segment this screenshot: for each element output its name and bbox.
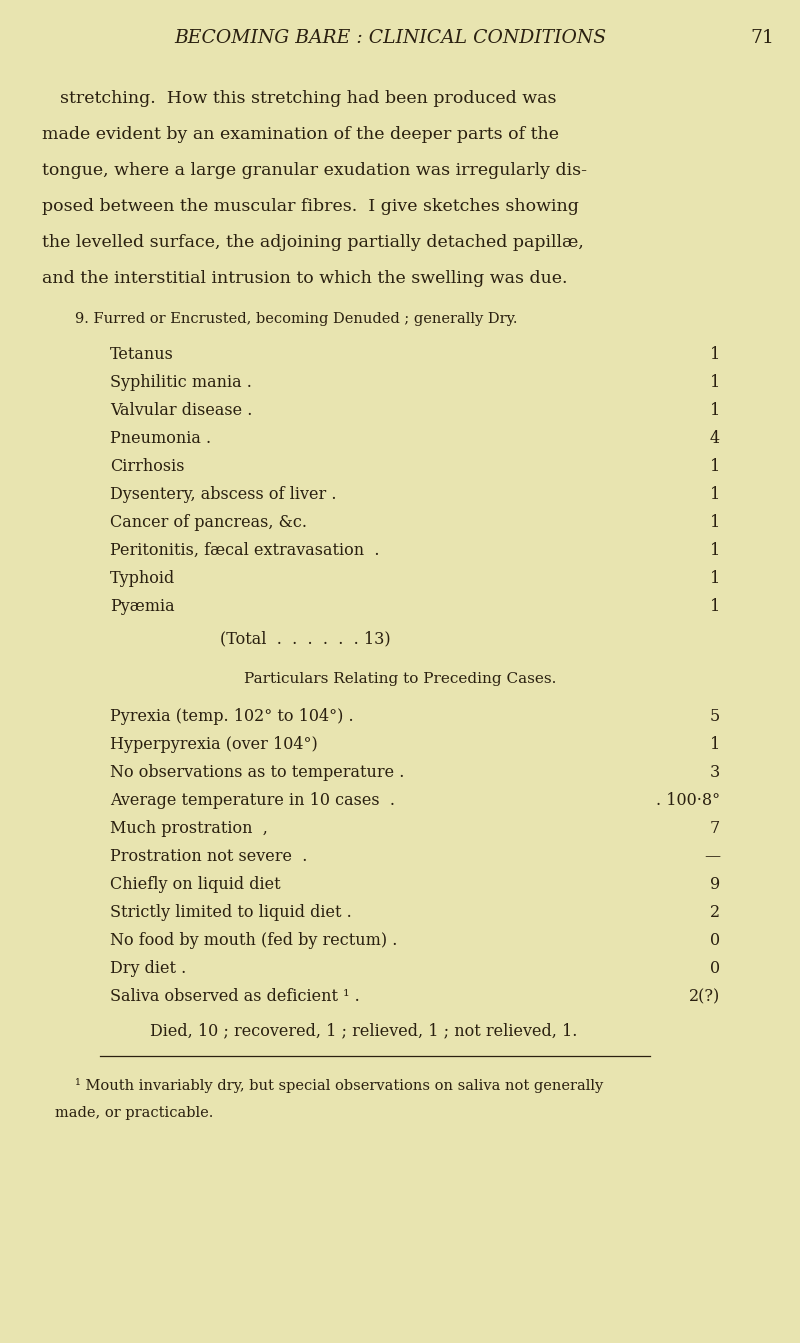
Text: 9. Furred or Encrusted, becoming Denuded ; generally Dry.: 9. Furred or Encrusted, becoming Denuded…	[75, 312, 518, 326]
Text: Saliva observed as deficient ¹ .: Saliva observed as deficient ¹ .	[110, 988, 360, 1005]
Text: 1: 1	[710, 346, 720, 363]
Text: the levelled surface, the adjoining partially detached papillæ,: the levelled surface, the adjoining part…	[42, 234, 584, 251]
Text: Typhoid: Typhoid	[110, 569, 175, 587]
Text: 7: 7	[710, 821, 720, 837]
Text: 0: 0	[710, 960, 720, 976]
Text: Died, 10 ; recovered, 1 ; relieved, 1 ; not relieved, 1.: Died, 10 ; recovered, 1 ; relieved, 1 ; …	[150, 1022, 578, 1039]
Text: Cirrhosis: Cirrhosis	[110, 458, 185, 475]
Text: tongue, where a large granular exudation was irregularly dis-: tongue, where a large granular exudation…	[42, 163, 587, 179]
Text: 1: 1	[710, 543, 720, 559]
Text: Pyæmia: Pyæmia	[110, 598, 174, 615]
Text: Much prostration  ,: Much prostration ,	[110, 821, 268, 837]
Text: Chiefly on liquid diet: Chiefly on liquid diet	[110, 876, 281, 893]
Text: Particulars Relating to Preceding Cases.: Particulars Relating to Preceding Cases.	[244, 672, 556, 686]
Text: 2: 2	[710, 904, 720, 921]
Text: Valvular disease .: Valvular disease .	[110, 402, 252, 419]
Text: 1: 1	[710, 486, 720, 504]
Text: 5: 5	[710, 708, 720, 725]
Text: (Total  .  .  .  .  .  . 13): (Total . . . . . . 13)	[220, 630, 390, 647]
Text: stretching.  How this stretching had been produced was: stretching. How this stretching had been…	[60, 90, 557, 107]
Text: Peritonitis, fæcal extravasation  .: Peritonitis, fæcal extravasation .	[110, 543, 379, 559]
Text: 1: 1	[710, 569, 720, 587]
Text: No food by mouth (fed by rectum) .: No food by mouth (fed by rectum) .	[110, 932, 398, 950]
Text: 2(?): 2(?)	[689, 988, 720, 1005]
Text: Pneumonia .: Pneumonia .	[110, 430, 211, 447]
Text: 1: 1	[710, 402, 720, 419]
Text: 1: 1	[710, 458, 720, 475]
Text: . 100·8°: . 100·8°	[656, 792, 720, 808]
Text: made evident by an examination of the deeper parts of the: made evident by an examination of the de…	[42, 126, 559, 142]
Text: 1: 1	[710, 514, 720, 530]
Text: Syphilitic mania .: Syphilitic mania .	[110, 373, 252, 391]
Text: made, or practicable.: made, or practicable.	[55, 1107, 214, 1120]
Text: 1: 1	[710, 598, 720, 615]
Text: 3: 3	[710, 764, 720, 782]
Text: and the interstitial intrusion to which the swelling was due.: and the interstitial intrusion to which …	[42, 270, 567, 287]
Text: 4: 4	[710, 430, 720, 447]
Text: Dysentery, abscess of liver .: Dysentery, abscess of liver .	[110, 486, 337, 504]
Text: 9: 9	[710, 876, 720, 893]
Text: Pyrexia (temp. 102° to 104°) .: Pyrexia (temp. 102° to 104°) .	[110, 708, 354, 725]
Text: Hyperpyrexia (over 104°): Hyperpyrexia (over 104°)	[110, 736, 318, 753]
Text: Dry diet .: Dry diet .	[110, 960, 186, 976]
Text: Strictly limited to liquid diet .: Strictly limited to liquid diet .	[110, 904, 352, 921]
Text: Cancer of pancreas, &c.: Cancer of pancreas, &c.	[110, 514, 307, 530]
Text: No observations as to temperature .: No observations as to temperature .	[110, 764, 404, 782]
Text: Tetanus: Tetanus	[110, 346, 174, 363]
Text: 1: 1	[710, 736, 720, 753]
Text: ¹ Mouth invariably dry, but special observations on saliva not generally: ¹ Mouth invariably dry, but special obse…	[75, 1078, 603, 1093]
Text: 1: 1	[710, 373, 720, 391]
Text: Average temperature in 10 cases  .: Average temperature in 10 cases .	[110, 792, 395, 808]
Text: 0: 0	[710, 932, 720, 950]
Text: Prostration not severe  .: Prostration not severe .	[110, 847, 307, 865]
Text: posed between the muscular fibres.  I give sketches showing: posed between the muscular fibres. I giv…	[42, 197, 579, 215]
Text: 71: 71	[750, 30, 774, 47]
Text: —: —	[704, 847, 720, 865]
Text: BECOMING BARE : CLINICAL CONDITIONS: BECOMING BARE : CLINICAL CONDITIONS	[174, 30, 606, 47]
